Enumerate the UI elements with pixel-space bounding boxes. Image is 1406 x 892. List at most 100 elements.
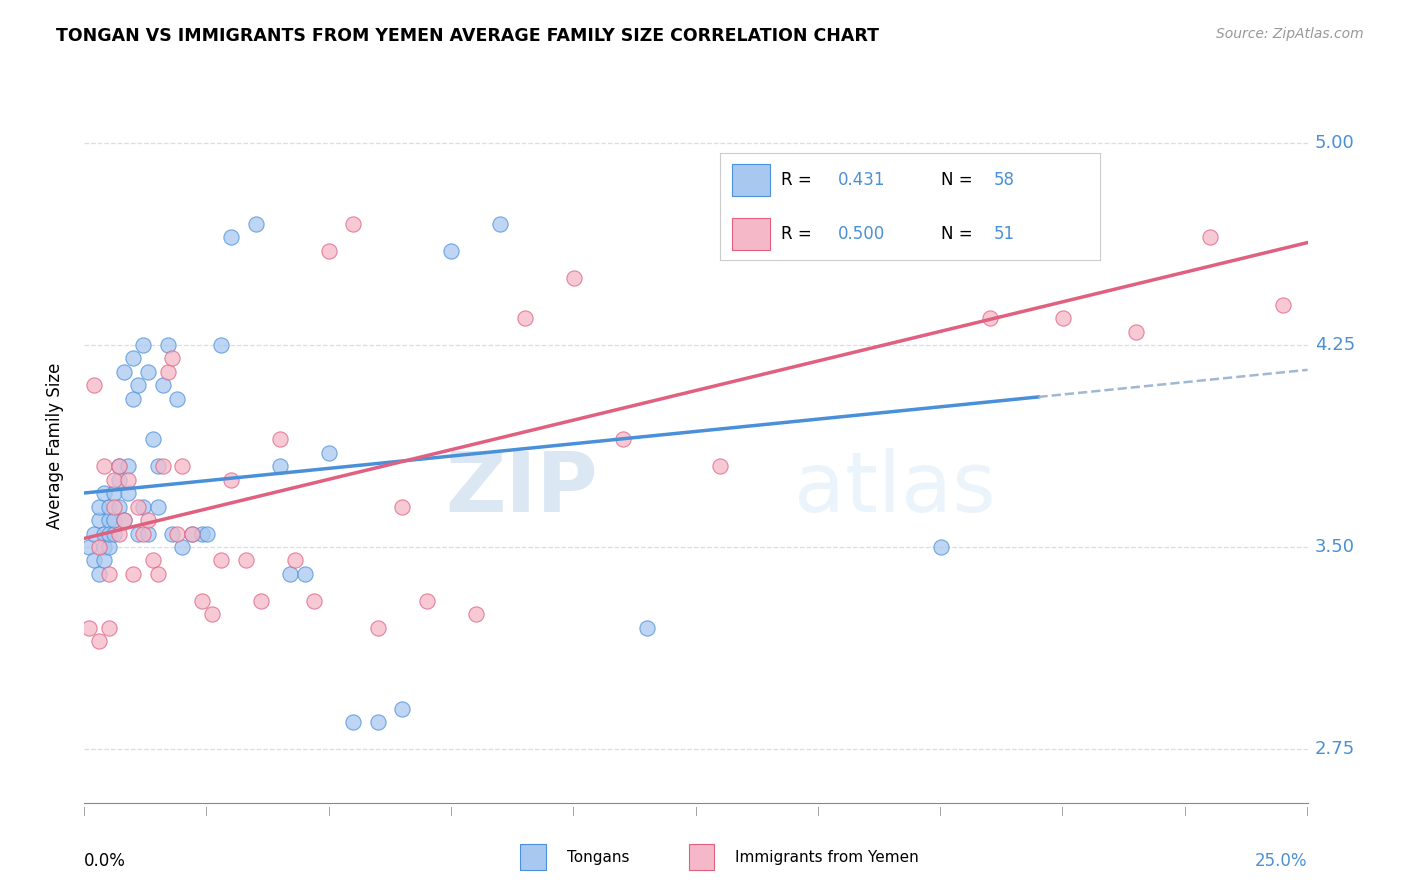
Point	[166, 526, 188, 541]
Point	[209, 338, 232, 352]
Point	[127, 526, 149, 541]
Point	[636, 621, 658, 635]
Point	[464, 607, 486, 622]
Text: |: |	[205, 807, 208, 816]
Point	[191, 594, 214, 608]
Point	[97, 526, 120, 541]
Point	[103, 500, 125, 514]
Point	[342, 217, 364, 231]
Point	[1198, 230, 1220, 244]
Point	[122, 351, 145, 366]
Point	[107, 459, 129, 474]
Point	[200, 607, 222, 622]
Text: |: |	[817, 807, 820, 816]
Point	[1028, 177, 1050, 191]
Text: |: |	[1306, 807, 1309, 816]
Point	[162, 526, 184, 541]
Point	[162, 351, 184, 366]
Point	[367, 621, 389, 635]
Point	[146, 459, 169, 474]
Point	[1052, 311, 1074, 326]
Text: 25.0%: 25.0%	[1256, 852, 1308, 870]
Point	[103, 486, 125, 500]
Point	[132, 500, 155, 514]
Point	[142, 553, 165, 567]
Text: Immigrants from Yemen: Immigrants from Yemen	[735, 849, 920, 864]
Point	[127, 500, 149, 514]
Text: ZIP: ZIP	[446, 449, 598, 529]
Point	[103, 526, 125, 541]
Point	[807, 230, 830, 244]
Text: 58: 58	[994, 171, 1015, 189]
Point	[117, 486, 139, 500]
Text: |: |	[83, 807, 86, 816]
Point	[249, 594, 271, 608]
Point	[191, 526, 214, 541]
Point	[83, 553, 105, 567]
Text: |: |	[1184, 807, 1187, 816]
Point	[103, 473, 125, 487]
Point	[709, 459, 731, 474]
Point	[97, 621, 120, 635]
Point	[489, 217, 512, 231]
Point	[117, 459, 139, 474]
Point	[103, 513, 125, 527]
Point	[87, 513, 110, 527]
Point	[136, 513, 159, 527]
Point	[219, 473, 242, 487]
Text: N =: N =	[941, 225, 977, 243]
Point	[107, 500, 129, 514]
Point	[284, 553, 307, 567]
Point	[93, 486, 115, 500]
Point	[87, 566, 110, 581]
Text: 2.75: 2.75	[1315, 740, 1355, 758]
Point	[181, 526, 204, 541]
Point	[513, 311, 536, 326]
Point	[269, 459, 291, 474]
Text: |: |	[572, 807, 575, 816]
Text: R =: R =	[782, 225, 817, 243]
Point	[87, 634, 110, 648]
Point	[93, 540, 115, 554]
Point	[83, 378, 105, 392]
Point	[195, 526, 218, 541]
Point	[107, 526, 129, 541]
Point	[112, 365, 135, 379]
Text: |: |	[939, 807, 942, 816]
Point	[172, 459, 194, 474]
Point	[97, 566, 120, 581]
Text: 51: 51	[994, 225, 1015, 243]
Bar	[731, 164, 770, 196]
Point	[166, 392, 188, 406]
Text: 0.0%: 0.0%	[84, 852, 127, 870]
Point	[156, 338, 179, 352]
Point	[1125, 325, 1147, 339]
Text: 5.00: 5.00	[1315, 134, 1354, 152]
Point	[245, 217, 267, 231]
Point	[304, 594, 326, 608]
Point	[269, 432, 291, 446]
Text: TONGAN VS IMMIGRANTS FROM YEMEN AVERAGE FAMILY SIZE CORRELATION CHART: TONGAN VS IMMIGRANTS FROM YEMEN AVERAGE …	[56, 27, 879, 45]
Text: atlas: atlas	[794, 449, 995, 529]
Point	[612, 432, 634, 446]
Text: 4.25: 4.25	[1315, 336, 1355, 354]
Point	[122, 566, 145, 581]
Point	[152, 378, 174, 392]
Point	[77, 540, 100, 554]
Point	[979, 311, 1001, 326]
Point	[152, 459, 174, 474]
Y-axis label: Average Family Size: Average Family Size	[45, 363, 63, 529]
Point	[97, 513, 120, 527]
Point	[122, 392, 145, 406]
Point	[278, 566, 301, 581]
Point	[132, 526, 155, 541]
Text: N =: N =	[941, 171, 977, 189]
Point	[391, 701, 413, 715]
Point	[93, 553, 115, 567]
Point	[142, 432, 165, 446]
Point	[107, 459, 129, 474]
Text: R =: R =	[782, 171, 817, 189]
Point	[93, 526, 115, 541]
Point	[156, 365, 179, 379]
Text: 0.500: 0.500	[838, 225, 886, 243]
